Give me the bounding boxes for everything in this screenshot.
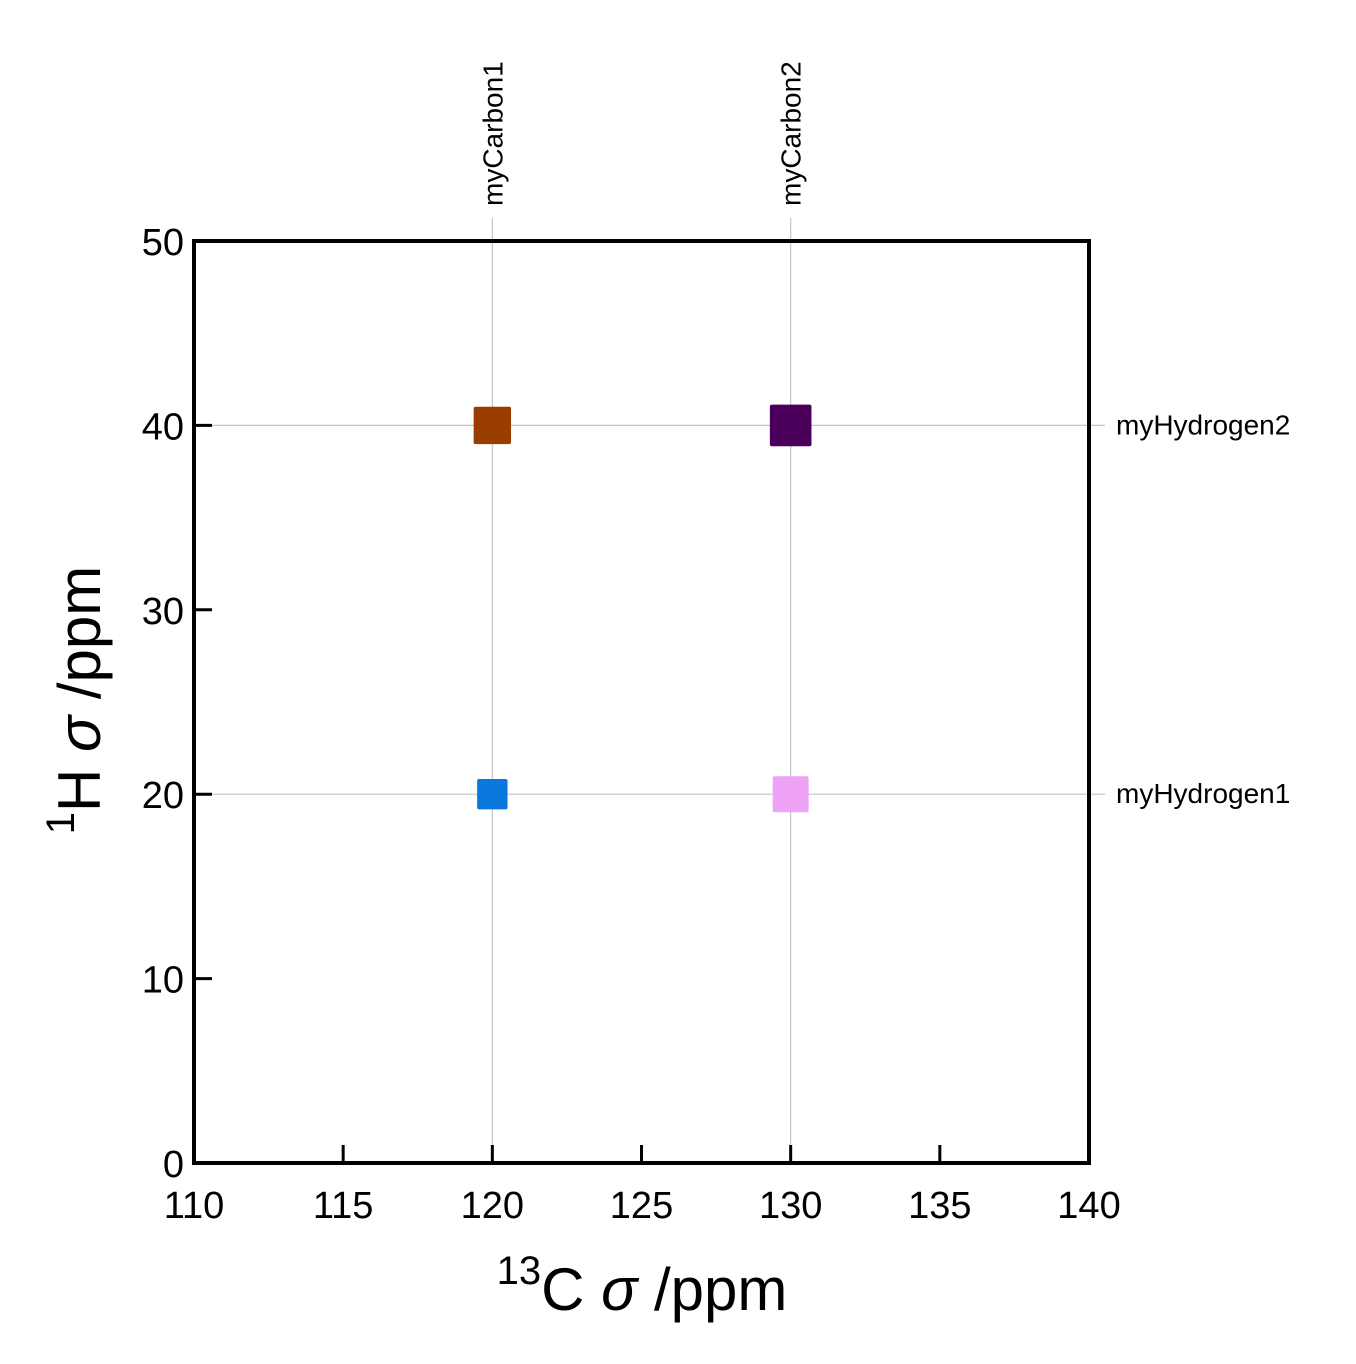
x-tick-label: 120: [461, 1185, 524, 1227]
axis-ticks: [192, 239, 1091, 1165]
axis-tick-labels: 110 115 120 125 130 135 140 0 10 20 30 40 50: [142, 222, 1121, 1227]
peak-markers: [473, 404, 812, 813]
x-tick-label: 140: [1057, 1185, 1120, 1227]
top-peak-label: myCarbon1: [477, 61, 508, 206]
x-axis-title: 13C σ /ppm: [497, 1249, 788, 1323]
x-tick-label: 110: [164, 1185, 225, 1227]
y-tick-label: 10: [142, 960, 184, 1002]
right-peak-label: myHydrogen1: [1116, 778, 1290, 809]
plot-frame: [192, 239, 1091, 1165]
y-axis-title: 1H σ /ppm: [39, 566, 113, 835]
peak-marker: [769, 404, 812, 447]
x-tick-label: 125: [610, 1185, 673, 1227]
y-tick-label: 20: [142, 775, 184, 817]
y-tick-label: 50: [142, 222, 184, 264]
peak-marker: [477, 779, 508, 810]
right-peak-label: myHydrogen2: [1116, 409, 1290, 440]
peak-marker: [772, 776, 809, 813]
y-tick-label: 40: [142, 406, 184, 448]
x-tick-label: 115: [313, 1185, 374, 1227]
x-tick-label: 130: [759, 1185, 822, 1227]
grid-lines: [194, 218, 1105, 1163]
x-tick-label: 135: [908, 1185, 971, 1227]
peak-labels: myCarbon1 myCarbon2 myHydrogen1 myHydrogen2: [477, 61, 1290, 809]
peak-marker: [473, 406, 512, 445]
y-tick-label: 30: [142, 591, 184, 633]
y-tick-label: 0: [163, 1144, 184, 1186]
top-peak-label: myCarbon2: [776, 61, 807, 206]
